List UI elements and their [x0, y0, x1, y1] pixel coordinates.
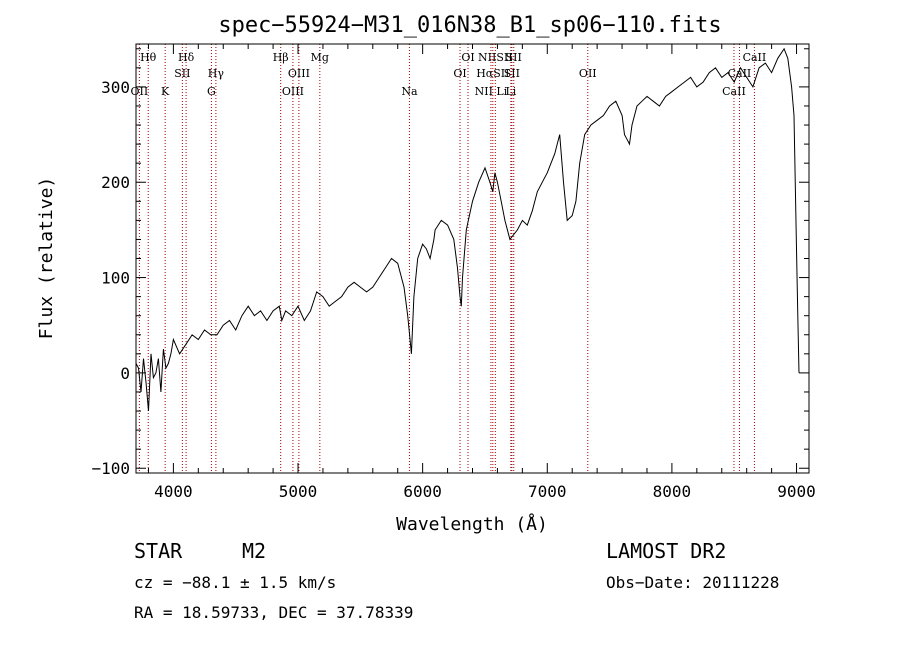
emission-line-label: OII	[131, 85, 149, 98]
series-spectrum	[135, 47, 800, 412]
observation-date: Obs−Date: 20111228	[606, 573, 780, 592]
emission-line-label: CaII	[743, 51, 767, 64]
y-tick-label: 100	[101, 269, 130, 288]
object-subclass: M2	[242, 539, 267, 563]
emission-line-label: CaII	[722, 85, 746, 98]
emission-line-label: NIISII	[478, 51, 513, 64]
x-tick-label: 8000	[653, 482, 692, 501]
emission-line-label: Hγ	[208, 67, 225, 80]
emission-line-label: G	[207, 85, 216, 98]
chart-title: spec−55924−M31_016N38_B1_sp06−110.fits	[218, 13, 721, 38]
emission-line-label: CaII	[728, 67, 752, 80]
survey-name: LAMOST DR2	[606, 539, 727, 563]
emission-line-label: SII	[174, 67, 190, 80]
y-tick-label: 0	[120, 364, 130, 383]
emission-line-label: Mg	[311, 51, 329, 64]
emission-line-label: K	[161, 85, 170, 98]
object-class: STAR	[134, 539, 183, 563]
y-axis-label: Flux (relative)	[36, 177, 57, 340]
x-tick-label: 4000	[154, 482, 193, 501]
emission-line-label: SII	[504, 67, 520, 80]
emission-line-label: Hβ	[273, 51, 289, 64]
x-tick-label: 7000	[528, 482, 567, 501]
axes: 4000 5000 6000 7000 8000 9000 −100 0 100 200 300	[91, 44, 816, 501]
data-layer	[135, 47, 800, 412]
emission-line-label: NII Li	[475, 85, 508, 98]
redshift-readout: cz = −88.1 ± 1.5 km/s	[134, 573, 337, 592]
emission-line-label: Hδ	[178, 51, 195, 64]
x-tick-label: 6000	[403, 482, 442, 501]
x-axis-label: Wavelength (Å)	[396, 513, 548, 535]
emission-line-label: SII	[506, 51, 522, 64]
x-tick-label: 9000	[777, 482, 816, 501]
x-tick-label: 5000	[279, 482, 318, 501]
emission-line-label: OI	[453, 67, 466, 80]
emission-line-markers	[138, 44, 755, 473]
emission-line-label: Hθ	[140, 51, 157, 64]
emission-line-label: OI	[461, 51, 474, 64]
emission-line-label: OIII	[288, 67, 310, 80]
coordinates-readout: RA = 18.59733, DEC = 37.78339	[134, 603, 414, 622]
emission-line-label: OIII	[282, 85, 304, 98]
emission-line-label: OII	[579, 67, 597, 80]
y-tick-label: −100	[91, 459, 130, 478]
plot-frame	[135, 43, 810, 474]
emission-line-label: Na	[401, 85, 418, 98]
emission-line-label: Li	[505, 85, 516, 98]
y-tick-label: 200	[101, 173, 130, 192]
y-tick-label: 300	[101, 78, 130, 97]
emission-line-label: HαSII	[476, 67, 509, 80]
